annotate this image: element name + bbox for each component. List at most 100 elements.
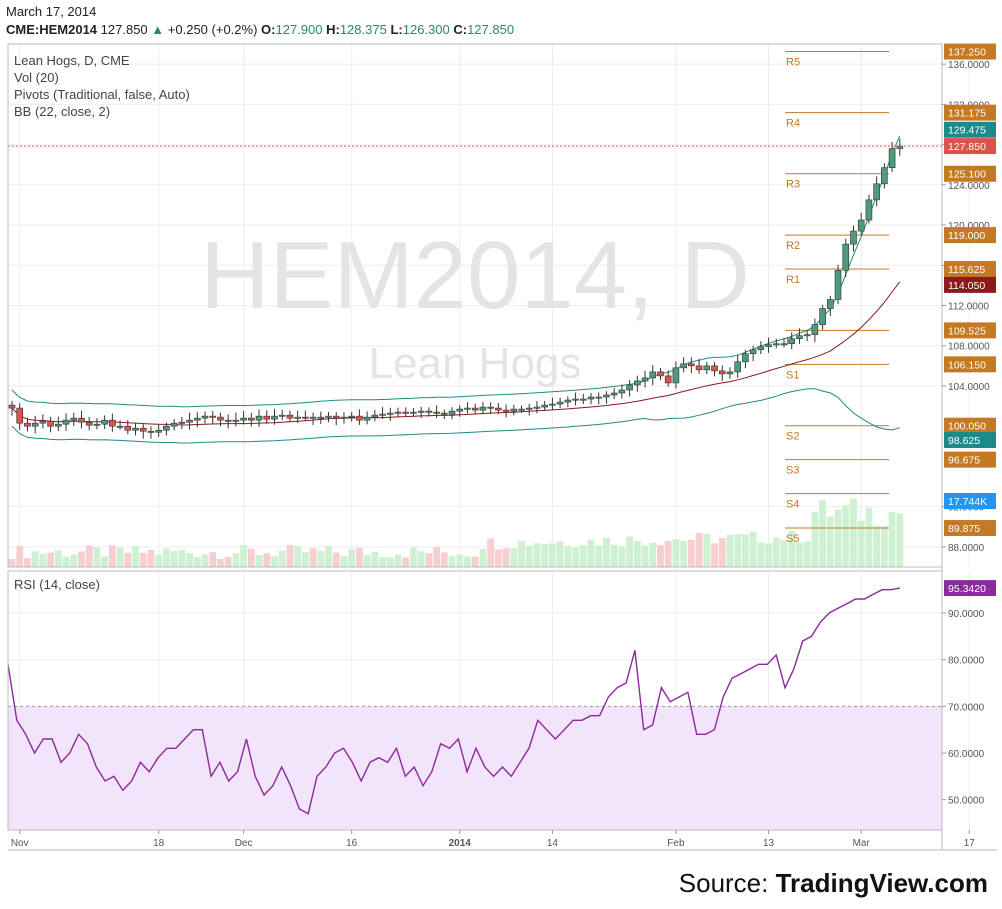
candle-body [271,415,278,420]
candle-body [873,183,880,201]
pivot-tag [944,104,996,121]
candle-body [819,308,826,325]
candle-body [294,416,301,419]
candle-body [579,398,587,401]
pivot-tag [944,43,996,60]
volume-bar [649,542,657,567]
candle-body [695,365,703,371]
legend-rsi: RSI (14, close) [14,577,100,592]
pivot-label: S5 [786,533,799,545]
candle-body [155,429,162,433]
time-tick-label: 17 [964,838,976,849]
candle-body [803,334,811,337]
volume-bar [819,500,826,567]
candle-body [896,145,904,149]
volume-bar [93,547,101,567]
price-tick-label: 120.0000 [948,221,990,232]
candle-body [749,349,757,355]
candle-body [680,363,687,369]
candle-body [533,406,541,409]
candle-body [70,417,78,421]
volume-bar [147,549,155,567]
volume-bar [132,546,139,567]
volume-bar [765,543,772,567]
time-tick-label: 18 [153,838,165,849]
candle-body [332,415,340,419]
time-tick-label: Mar [853,838,871,849]
candle-body [78,417,85,423]
candle-body [788,338,796,345]
volume-bar [680,540,688,567]
volume-bar [556,541,564,567]
legend-pivots: Pivots (Traditional, false, Auto) [14,87,190,102]
legend-symbol: Lean Hogs, D, CME [14,53,130,68]
volume-bar [595,545,603,567]
volume-bar [587,539,595,567]
candle-body [232,419,240,422]
volume-bar [772,537,780,567]
candle-body [850,230,857,245]
watermark: HEM2014, D Lean Hogs [200,222,750,388]
pivot-label: S1 [786,369,799,381]
candle-body [664,375,672,384]
candle-body [672,367,680,384]
candle-body [541,404,548,408]
up-triangle-icon: ▲ [151,22,165,37]
volume-bars [8,498,904,567]
candle-body [348,415,355,418]
volume-bar [209,552,217,567]
volume-bar [880,526,888,567]
rsi-tick-label: 90.0000 [948,609,985,620]
volume-bar [672,539,680,567]
chart-date: March 17, 2014 [6,4,97,19]
pivot-tag [944,227,996,244]
candle-body [765,344,772,348]
bb-middle-line [11,281,901,426]
pivot-tag-text: 119.000 [948,230,985,242]
volume-bar [510,548,518,567]
volume-bar [356,547,363,567]
candle-body [55,423,62,427]
candle-body [201,415,209,419]
pivot-tag [944,322,996,339]
volume-bar [255,555,263,567]
time-tick-label: Dec [235,838,253,849]
pivot-label: R3 [786,179,800,191]
volume-bar [348,549,356,567]
open-value: 127.900 [275,22,323,37]
volume-bar [471,556,479,567]
volume-bar [286,545,294,567]
candle-body [495,407,502,411]
quote-line: CME:HEM2014 127.850 ▲ +0.250 (+0.2%) O:1… [6,22,514,37]
volume-bar [78,551,85,567]
volume-bar [742,534,749,567]
candle-body [881,167,888,185]
candle-body [109,419,116,427]
volume-bar [16,546,24,567]
last-price-tag-text: 127.850 [948,141,986,153]
volume-bar [417,551,425,567]
volume-bar [564,545,572,567]
pivot-label: S3 [786,465,799,477]
candle-body [796,335,803,339]
candle-body [410,411,417,414]
candle-body [618,389,626,394]
pivot-tag-text: 125.100 [948,169,986,181]
candle-body [657,371,664,377]
volume-bar [379,557,386,567]
pivot-tag-text: 100.050 [948,421,986,433]
volume-bar [371,551,379,567]
candle-body [441,412,448,415]
candle-body [31,422,39,427]
volume-bar [572,547,579,567]
volume-bar [641,545,649,567]
volume-bar [749,531,757,567]
volume-bar [448,555,456,567]
volume-bar [525,545,533,567]
price-change: +0.250 (+0.2%) [167,22,258,37]
candle-body [703,365,711,371]
volume-bar [850,498,857,567]
volume-bar [386,557,394,567]
candle-body [193,417,201,421]
